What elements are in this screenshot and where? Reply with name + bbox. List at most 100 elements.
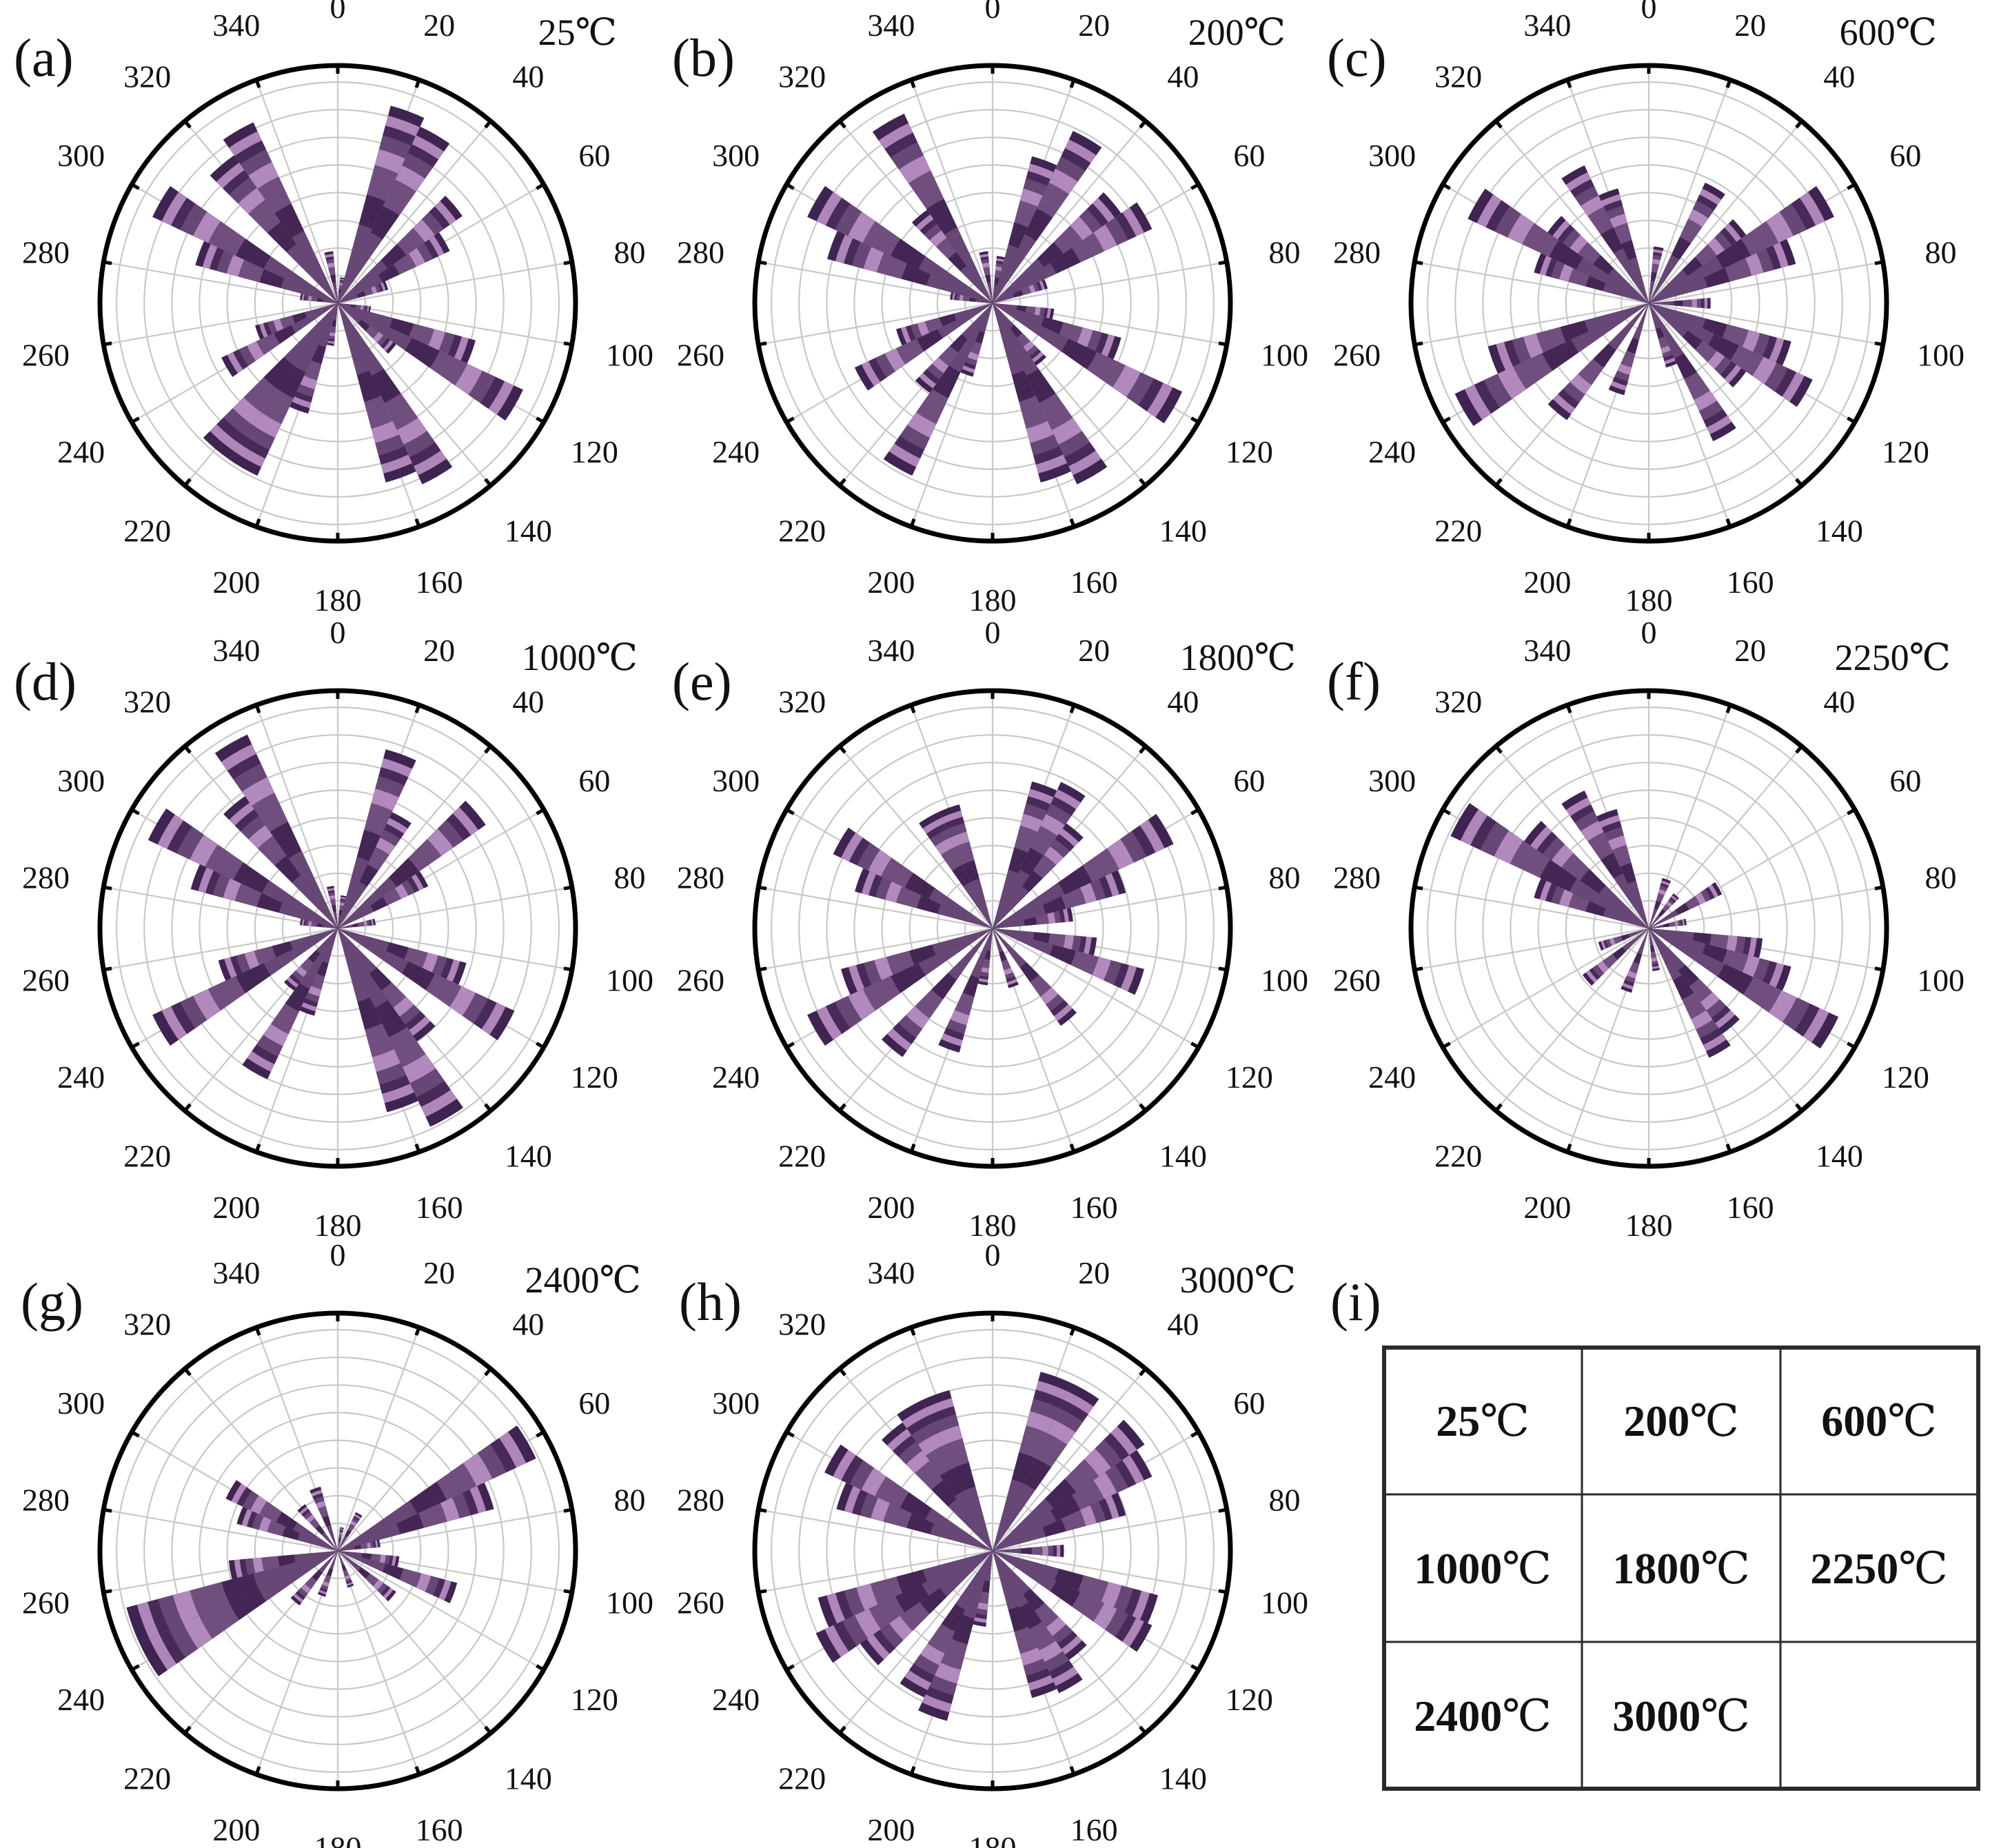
grid-spoke xyxy=(758,1550,993,1593)
polar-bar xyxy=(326,303,338,346)
polar-bar xyxy=(1649,928,1763,958)
grid-spoke xyxy=(910,79,994,304)
tick-mark xyxy=(414,1326,421,1336)
tick-mark xyxy=(484,120,492,129)
tick-mark xyxy=(1139,745,1147,754)
polar-bar-segment xyxy=(1649,928,1654,946)
legend-cell-number: 200 xyxy=(1623,1397,1689,1445)
polar-bar-segment xyxy=(1649,256,1723,303)
tick-mark xyxy=(758,1507,767,1513)
polar-bar-segment xyxy=(333,303,338,321)
angle-tick-label: 320 xyxy=(778,684,826,720)
panel-letter: (e) xyxy=(672,651,732,711)
angle-tick-label: 100 xyxy=(1917,963,1964,998)
polar-bar-segment xyxy=(925,1508,993,1551)
polar-bar xyxy=(242,928,338,1079)
tick-mark xyxy=(758,966,767,972)
polar-bar-segment xyxy=(993,1551,1030,1595)
tick-mark xyxy=(1069,1766,1076,1776)
grid-spoke xyxy=(1495,746,1649,929)
polar-bar xyxy=(338,281,389,303)
angle-tick-label: 60 xyxy=(1889,763,1921,798)
angle-tick-label: 340 xyxy=(1523,8,1571,43)
angle-tick-label: 40 xyxy=(512,684,544,720)
panel-temperature: 200℃ xyxy=(1188,12,1286,53)
tick-mark xyxy=(563,260,573,265)
angle-tick-label: 300 xyxy=(57,763,105,798)
polar-bar-segment xyxy=(1649,303,1684,359)
polar-bar xyxy=(152,185,338,303)
polar-bar-segment xyxy=(1649,928,1725,977)
angle-tick-label: 340 xyxy=(212,1255,260,1290)
legend-cell-number: 3000 xyxy=(1612,1692,1700,1740)
legend-cell: 3000℃ xyxy=(1612,1692,1750,1740)
polar-bar xyxy=(883,303,993,476)
tick-mark xyxy=(1565,79,1572,88)
tick-mark xyxy=(1874,341,1884,347)
grid-spoke xyxy=(337,1368,491,1552)
tick-mark xyxy=(254,1766,261,1776)
polar-bar xyxy=(938,804,993,928)
legend-cell-number: 1800 xyxy=(1612,1544,1700,1593)
tick-mark xyxy=(1414,966,1423,972)
polar-bar xyxy=(993,303,1121,360)
angle-tick-label: 60 xyxy=(1233,1385,1265,1421)
polar-bar xyxy=(338,303,416,483)
polar-bar xyxy=(993,781,1057,928)
angle-tick-label: 100 xyxy=(1917,338,1964,373)
grid-spoke xyxy=(992,1509,1227,1552)
polar-bar xyxy=(228,303,338,476)
polar-bar xyxy=(918,1551,993,1721)
tick-mark xyxy=(785,183,795,190)
polar-bar-segment xyxy=(979,303,993,333)
polar-bar xyxy=(1649,877,1672,928)
polar-bar-segment xyxy=(937,904,993,928)
polar-bar-segment xyxy=(1628,928,1649,937)
panel-temperature: 1800℃ xyxy=(1180,637,1296,678)
polar-bar-segment xyxy=(918,256,993,303)
polar-bar-segment xyxy=(338,857,369,928)
grid-spoke xyxy=(337,302,572,345)
tick-mark xyxy=(909,1766,916,1776)
angle-tick-label: 280 xyxy=(677,1482,724,1517)
polar-bar xyxy=(1649,928,1731,1058)
polar-bar-segment xyxy=(338,928,377,974)
polar-bar xyxy=(993,928,1077,1026)
polar-bar xyxy=(338,1539,380,1551)
polar-panels: (a) 25℃0204060801001201401601802002202402… xyxy=(14,0,1964,1848)
angle-tick-label: 200 xyxy=(212,1190,260,1225)
polar-bar xyxy=(1649,219,1747,303)
tick-mark xyxy=(1139,1368,1147,1377)
polar-bar xyxy=(807,928,993,1046)
polar-bar-segment xyxy=(954,303,993,321)
tick-mark xyxy=(1414,885,1423,891)
angle-tick-label: 260 xyxy=(677,963,724,998)
grid-spoke xyxy=(337,746,491,929)
polar-bar-segment xyxy=(993,1479,1024,1551)
tick-mark xyxy=(1218,1507,1228,1513)
polar-bar xyxy=(807,185,993,303)
angle-tick-label: 220 xyxy=(123,513,171,548)
polar-bar-segment xyxy=(292,230,338,303)
polar-bar xyxy=(338,1551,354,1588)
tick-mark xyxy=(103,1589,112,1594)
angle-tick-label: 340 xyxy=(867,633,915,668)
grid-spoke xyxy=(992,928,1199,1048)
polar-bar xyxy=(300,293,338,303)
polar-bar xyxy=(1649,928,1791,991)
angle-tick-label: 240 xyxy=(57,1059,105,1095)
angle-tick-label: 180 xyxy=(1625,582,1673,618)
tick-mark xyxy=(484,1725,492,1734)
polar-bar-segment xyxy=(1608,303,1649,350)
polar-bar-segment xyxy=(338,303,384,376)
polar-bar-segment xyxy=(297,1533,338,1551)
angle-tick-label: 240 xyxy=(712,1059,760,1095)
tick-mark xyxy=(1874,260,1884,265)
panel-letter: (g) xyxy=(21,1272,83,1332)
polar-bar xyxy=(872,113,993,303)
angle-tick-label: 160 xyxy=(1070,1812,1118,1847)
angle-tick-label: 80 xyxy=(1268,1482,1300,1517)
polar-bar xyxy=(214,734,338,928)
polar-bar-segment xyxy=(993,303,1044,326)
polar-bar-segment xyxy=(338,303,369,375)
